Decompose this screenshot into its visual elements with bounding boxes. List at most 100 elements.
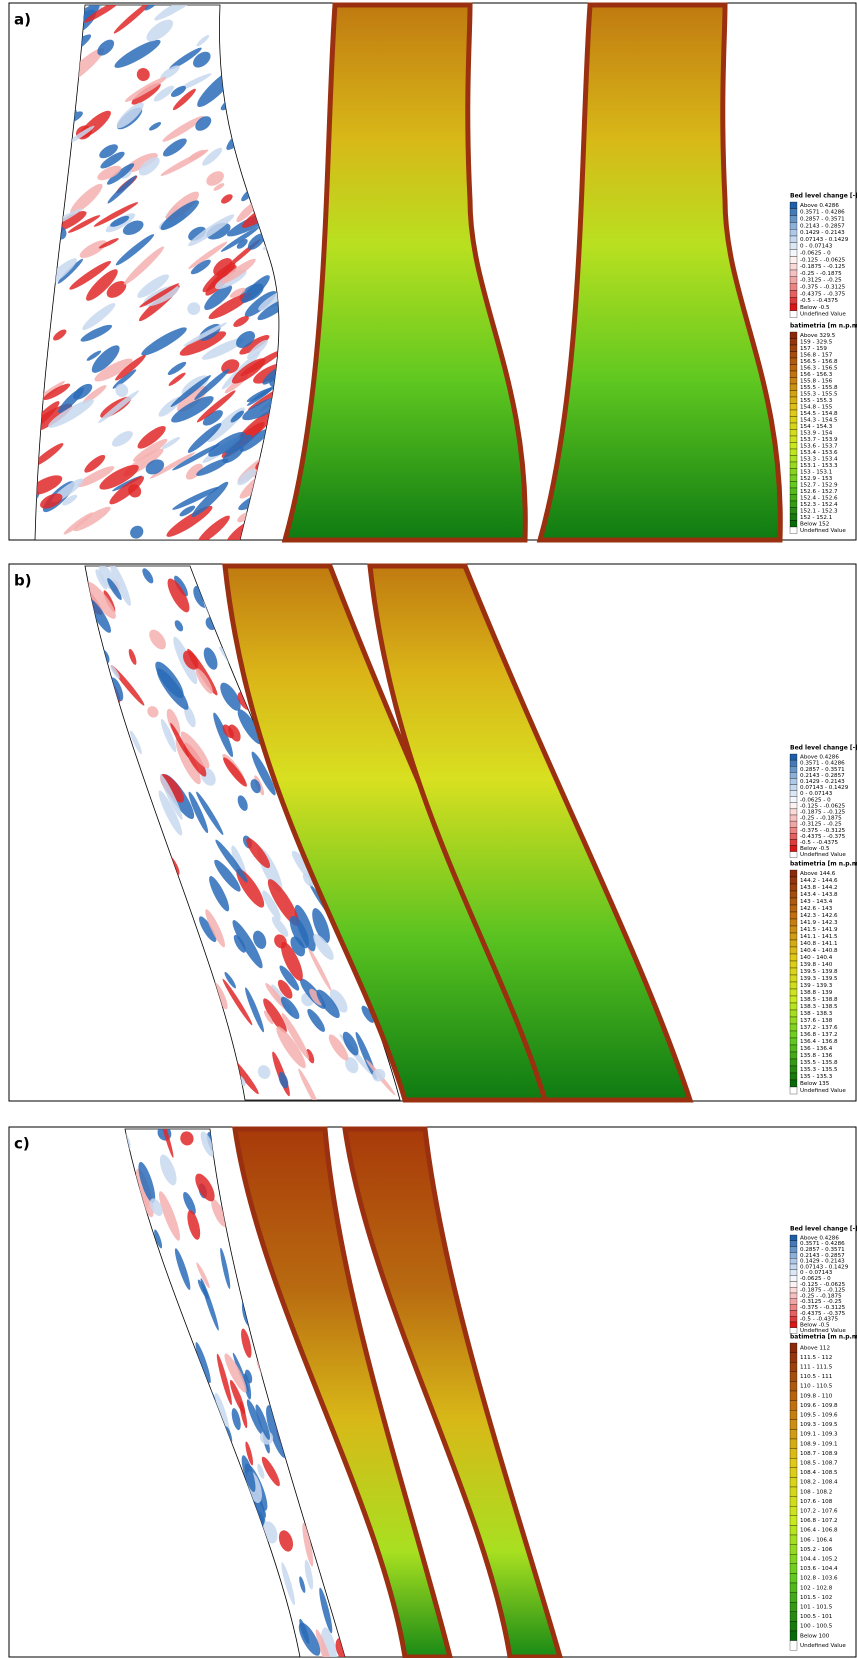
legend-entry: -0.4375 - -0.375 [800,834,846,840]
texture-blob [251,1250,265,1266]
texture-blob [40,212,61,233]
legend-swatch [790,852,797,858]
legend-entry: 0 - 0.07143 [800,791,833,797]
legend-swatch [790,954,797,961]
texture-blob [122,965,140,983]
texture-blob [32,47,73,79]
legend-swatch [790,760,797,766]
texture-blob [79,852,94,876]
texture-blob [166,1392,189,1428]
legend-swatch [790,1362,797,1372]
legend-entry: 156.8 - 157 [800,352,833,358]
legend-swatch [790,877,797,884]
legend-swatch [790,1641,797,1651]
texture-blob [102,936,135,974]
legend-swatch [790,1535,797,1545]
legend-swatch [790,754,797,760]
texture-blob [5,8,59,45]
legend-title: Bed level change [-] [790,745,857,752]
legend-swatch [790,912,797,919]
texture-blob [261,229,300,252]
legend-swatch [790,1506,797,1516]
legend-entry: 109.8 - 110 [800,1393,833,1399]
legend-swatch [790,1564,797,1574]
legend-swatch [790,1410,797,1420]
texture-blob [32,70,47,85]
texture-blob [81,689,108,721]
legend-swatch [790,1516,797,1526]
legend-swatch [790,462,797,469]
legend-entry: 109.3 - 109.5 [800,1422,838,1428]
legend-entry: Below 135 [800,1081,830,1087]
legend-swatch [790,982,797,989]
texture-blob [201,1633,213,1649]
texture-blob [124,1001,153,1051]
texture-blob [215,1081,232,1107]
texture-blob [278,1364,300,1395]
legend-swatch [790,940,797,947]
texture-blob [161,1570,174,1589]
texture-blob [83,1014,108,1047]
legend-entry: 152.4 - 152.6 [800,495,838,501]
texture-blob [12,250,48,285]
texture-blob [262,206,286,228]
texture-blob [321,1475,333,1492]
legend-swatch [790,417,797,424]
legend-swatch [790,1052,797,1059]
legend-entry: 142.3 - 142.6 [800,913,838,919]
legend-entry: 159 - 329.5 [800,339,833,345]
texture-blob [119,1598,143,1636]
legend-swatch [790,514,797,521]
legend-entry: 155.8 - 156 [800,378,833,384]
legend-swatch [790,332,797,339]
legend-swatch [790,785,797,791]
legend-swatch [790,1573,797,1583]
texture-blob [221,1463,236,1479]
legend-entry: 101.5 - 102 [800,1595,832,1601]
legend-entry: 107.2 - 107.6 [800,1509,838,1515]
legend-entry: 152.9 - 153 [800,476,833,482]
texture-blob [23,141,64,177]
legend-swatch [790,443,797,450]
texture-blob [158,1306,171,1333]
legend-entry: Below 152 [800,521,829,527]
texture-blob [12,103,57,129]
texture-blob [274,14,302,37]
texture-blob [252,1262,268,1289]
legend-entry: 152.6 - 152.7 [800,489,838,495]
texture-blob [133,829,152,858]
legend-entry: Below 100 [800,1633,830,1639]
texture-blob [266,51,302,80]
texture-blob [162,1432,182,1474]
texture-blob [21,443,39,461]
legend-entry: 141.1 - 141.5 [800,934,838,940]
texture-blob [80,1029,105,1064]
texture-blob [183,1396,205,1431]
texture-blob [174,1431,194,1476]
legend-title: batimetria [m n.p.m.] [790,1334,857,1341]
legend-entry: -0.125 - -0.0625 [800,803,846,809]
texture-blob [119,1304,147,1356]
panel-label: a) [14,11,31,29]
legend-entry: 155.3 - 155.5 [800,391,838,397]
texture-blob [183,1641,206,1658]
texture-blob [143,1464,163,1507]
legend-entry: 143.8 - 144.2 [800,885,838,891]
texture-blob [234,1640,255,1658]
legend-swatch [790,469,797,476]
texture-blob [124,867,138,887]
legend-swatch [790,527,797,534]
legend-swatch [790,1258,797,1264]
legend-swatch [790,508,797,515]
legend-entry: 143 - 143.4 [800,899,833,905]
texture-blob [259,151,309,188]
legend-swatch [790,791,797,797]
texture-blob [97,797,125,829]
texture-blob [215,1615,229,1636]
legend-entry: -0.375 - -0.3125 [800,828,846,834]
legend-entry: 0.07143 - 0.1429 [800,237,849,243]
figure: a) b) c) Bed level change [-]Above 0.428… [0,0,857,1658]
legend-swatch [790,229,797,236]
texture-blob [192,990,218,1020]
texture-blob [126,1407,154,1452]
